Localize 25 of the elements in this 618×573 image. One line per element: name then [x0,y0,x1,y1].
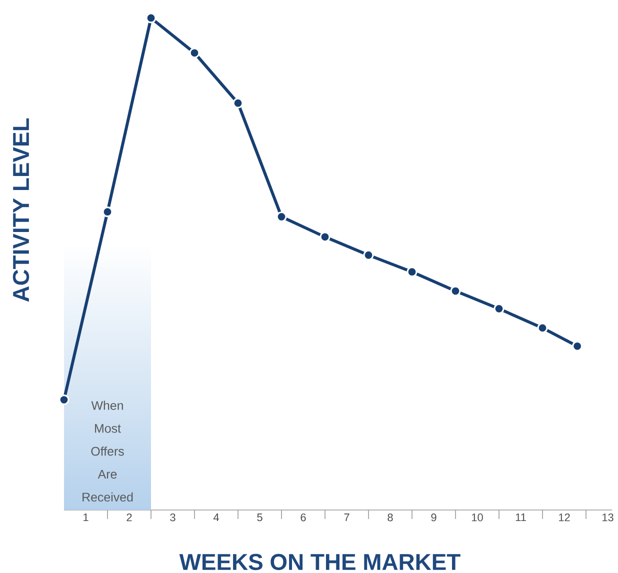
x-tick-label: 2 [126,514,132,522]
band-label: When Most Offers Are Received [82,400,133,502]
point [363,250,374,260]
x-tick-label: 4 [213,514,219,522]
point [450,286,461,296]
x-tick-label: 5 [257,514,262,522]
x-tick-label: 1 [84,514,88,522]
point [146,12,156,24]
point [58,394,70,406]
point [232,98,244,108]
x-tick-label: 12 [558,514,570,522]
x-axis-title: WEEKS ON THE MARKET [179,554,460,570]
x-tick-label: 8 [388,514,393,522]
point [320,232,330,242]
x-tick-label: 13 [602,514,614,522]
y-axis-title: ACTIVITY LEVEL [12,118,30,302]
point [189,48,200,58]
x-tick-label: 10 [472,514,483,522]
x-tick-label: 11 [516,514,526,522]
point [537,322,548,334]
x-tick-label: 7 [344,514,350,522]
x-tick-label: 6 [300,514,306,522]
x-tick-label: 3 [170,514,176,522]
x-tick-label: 9 [431,514,436,522]
point [102,206,113,218]
